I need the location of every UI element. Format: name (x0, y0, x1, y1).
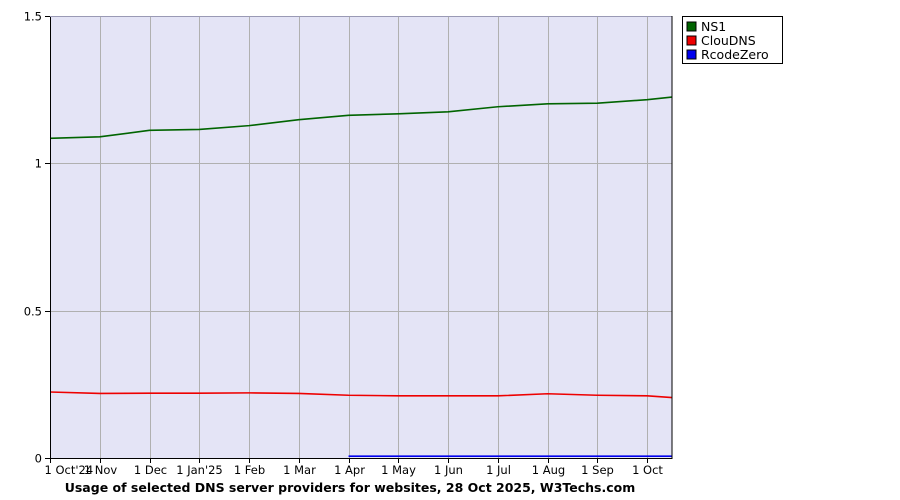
legend-label-rcodezero: RcodeZero (701, 47, 769, 62)
x-tick-label: 1 Jun (434, 463, 463, 477)
x-tick-label: 1 Jul (486, 463, 511, 477)
x-tick-label: 1 Mar (283, 463, 316, 477)
x-tick-label: 1 Aug (532, 463, 565, 477)
y-tick-label: 0.5 (24, 305, 42, 319)
x-tick-label: 1 Oct'24 (45, 463, 94, 477)
series-lines (49, 96, 673, 458)
x-tick-label: 1 Oct (632, 463, 663, 477)
legend-label-ns1: NS1 (701, 19, 726, 34)
legend-box (681, 15, 784, 65)
x-tick-label: 1 Nov (84, 463, 118, 477)
x-tick-label: 1 Dec (134, 463, 167, 477)
y-axis-ticks: 0 0.5 1 1.5 (24, 10, 50, 466)
legend-label-cloudns: ClouDNS (701, 33, 756, 48)
y-tick-label: 1 (35, 157, 42, 171)
x-tick-label: 1 Feb (234, 463, 265, 477)
x-tick-label: 1 Apr (334, 463, 365, 477)
legend-swatch-cloudns (686, 35, 697, 46)
chart-caption: Usage of selected DNS server providers f… (65, 480, 636, 495)
x-axis-ticks: 1 Oct'241 Nov 1 Dec 1 Jan'25 1 Feb 1 Mar 1 Ap… (45, 458, 663, 477)
x-tick-label: 1 Sep (581, 463, 614, 477)
series-line-ns1 (49, 96, 673, 140)
y-tick-label: 1.5 (24, 10, 42, 24)
x-tick-label: 1 Jan'25 (176, 463, 223, 477)
gridlines (50, 16, 672, 458)
series-line-cloudns (49, 391, 673, 399)
legend-swatch-rcodezero (686, 49, 697, 60)
y-tick-label: 0 (35, 452, 42, 466)
plot-area-background (50, 16, 672, 458)
legend-swatch-ns1 (686, 21, 697, 32)
x-tick-label: 1 May (381, 463, 416, 477)
